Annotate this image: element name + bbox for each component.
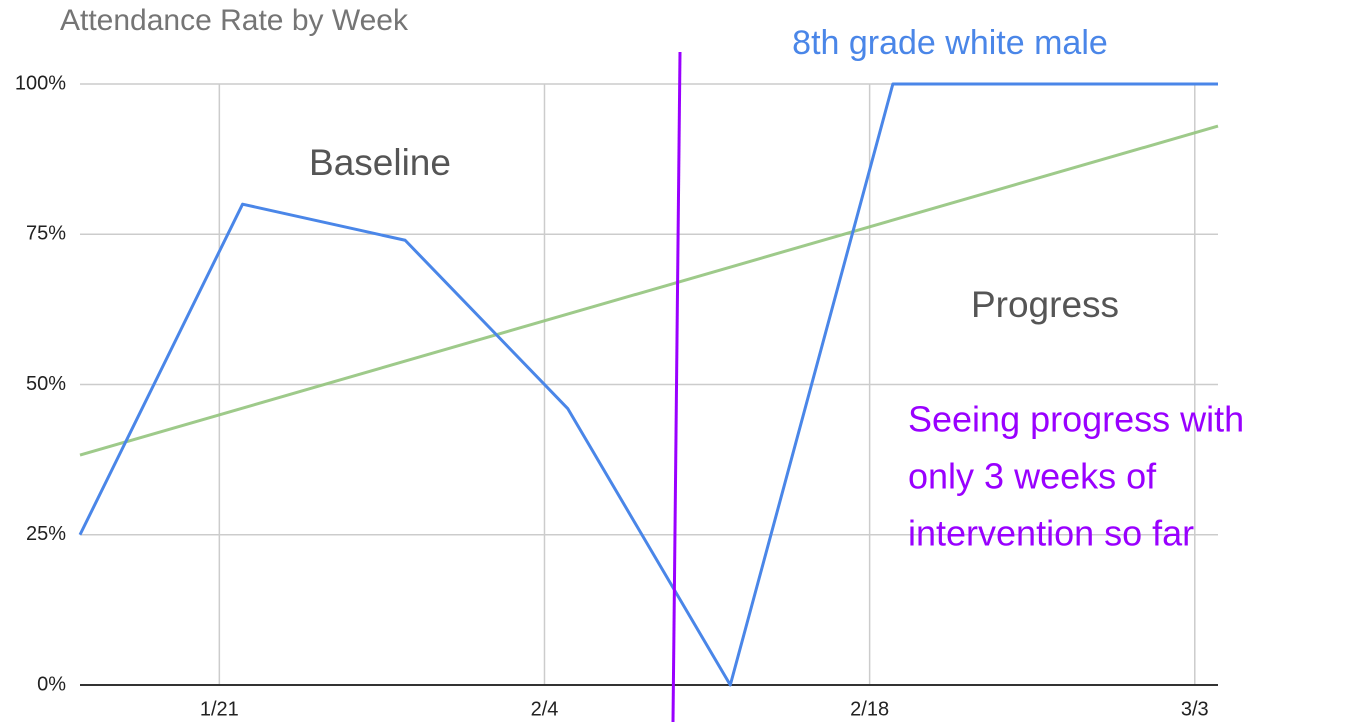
x-tick-label: 3/3 <box>1181 698 1209 720</box>
annotation: Baseline <box>309 142 451 183</box>
series-line <box>78 82 1218 687</box>
y-tick-label: 100% <box>15 72 66 94</box>
chart-title: Attendance Rate by Week <box>60 4 409 37</box>
y-tick-label: 25% <box>26 523 66 545</box>
note-line: Seeing progress with <box>908 399 1244 440</box>
note-line: only 3 weeks of <box>908 456 1157 497</box>
x-tick-label: 1/21 <box>200 698 239 720</box>
y-tick-label: 75% <box>26 223 66 245</box>
note-line: intervention so far <box>908 513 1194 554</box>
y-tick-label: 50% <box>26 373 66 395</box>
trendline <box>79 124 1219 457</box>
x-tick-label: 2/4 <box>531 698 559 720</box>
legend-label: 8th grade white male <box>792 24 1108 62</box>
y-tick-label: 0% <box>37 673 66 695</box>
x-tick-label: 2/18 <box>850 698 889 720</box>
intervention-line <box>671 51 682 722</box>
annotation: Progress <box>971 284 1119 325</box>
